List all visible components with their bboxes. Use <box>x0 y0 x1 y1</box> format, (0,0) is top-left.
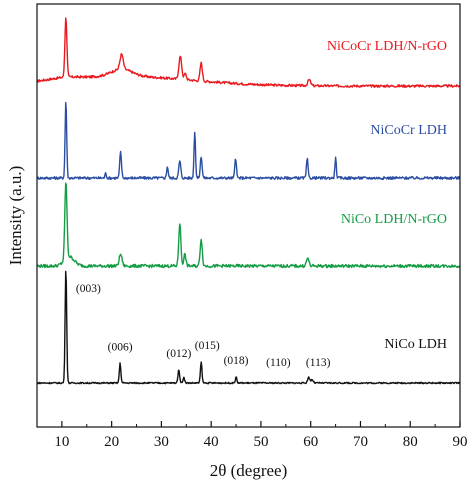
x-tick-label-6: 70 <box>353 434 368 450</box>
y-axis-label: Intensity (a.u.) <box>6 166 25 266</box>
x-tick-label-4: 50 <box>253 434 268 450</box>
x-axis-ticks: 10 20 30 40 50 60 70 80 90 <box>54 421 468 450</box>
x-axis-label: 2θ (degree) <box>210 461 288 480</box>
x-tick-label-7: 80 <box>403 434 418 450</box>
peak-label-5: (110) <box>266 357 291 369</box>
peak-label-2: (012) <box>166 348 191 360</box>
series-label-1: NiCoCr LDH <box>370 123 447 138</box>
x-tick-label-0: 10 <box>54 434 69 450</box>
x-tick-label-5: 60 <box>303 434 318 450</box>
series-line-0 <box>36 17 461 88</box>
x-tick-label-2: 30 <box>154 434 169 450</box>
x-tick-label-8: 90 <box>453 434 468 450</box>
peak-label-0: (003) <box>76 283 101 295</box>
series-line-3 <box>36 270 460 385</box>
peak-label-1: (006) <box>108 341 133 353</box>
series-line-2 <box>36 182 461 269</box>
series-label-3: NiCo LDH <box>384 337 447 352</box>
peak-annotations: (003) (006) (012) (015) (018) (110) (113) <box>76 283 331 369</box>
plot-area <box>36 17 461 385</box>
x-tick-label-3: 40 <box>204 434 219 450</box>
peak-label-6: (113) <box>306 357 331 369</box>
peak-label-4: (018) <box>224 355 249 367</box>
series-label-0: NiCoCr LDH/N-rGO <box>327 39 447 54</box>
x-tick-label-1: 20 <box>104 434 119 450</box>
plot-frame <box>36 3 461 428</box>
series-label-2: NiCo LDH/N-rGO <box>341 212 447 227</box>
peak-label-3: (015) <box>195 340 220 352</box>
series-labels: NiCoCr LDH/N-rGO NiCoCr LDH NiCo LDH/N-rGO… <box>327 39 447 352</box>
series-line-1 <box>36 101 461 181</box>
